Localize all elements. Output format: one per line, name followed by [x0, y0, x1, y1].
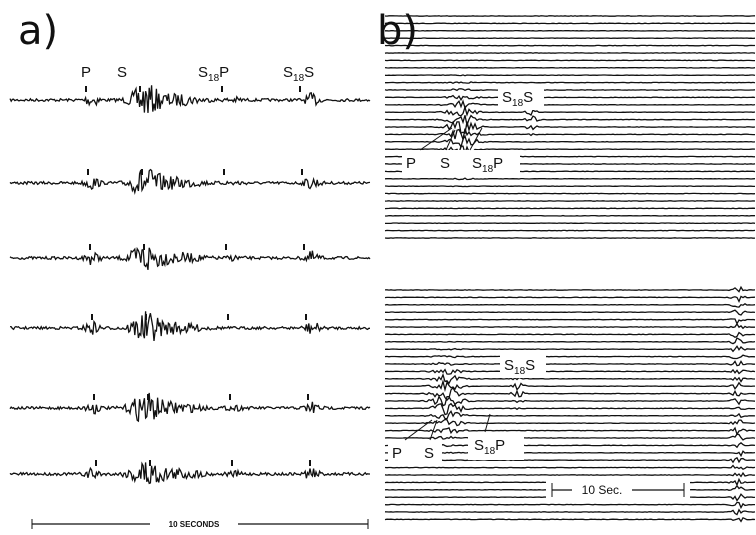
record-line: [385, 375, 755, 384]
record-line: [385, 434, 755, 440]
record-line: [385, 129, 755, 140]
seismogram-trace: [10, 462, 370, 483]
phase-label: S: [424, 445, 434, 462]
record-line: [385, 346, 755, 351]
scale-label: 10 Sec.: [582, 483, 623, 497]
record-line: [385, 355, 755, 358]
seismogram-trace: [10, 311, 370, 341]
phase-label: S: [117, 64, 127, 81]
record-line: [385, 324, 755, 328]
phase-label: S: [440, 155, 450, 172]
seismogram-trace: [10, 393, 370, 421]
record-line: [385, 319, 755, 324]
record-line: [385, 68, 755, 69]
seismogram-trace: [10, 248, 370, 270]
record-line: [385, 186, 755, 187]
record-line: [385, 296, 755, 301]
seismogram-trace: [10, 170, 370, 193]
record-line: [385, 420, 755, 426]
scale-bar: 10 SECONDS: [32, 519, 368, 529]
record-line: [385, 304, 755, 307]
record-line: [385, 518, 755, 522]
record-line: [385, 510, 755, 515]
record-line: [385, 404, 755, 415]
record-line: [385, 107, 755, 116]
phase-label: S18P: [198, 64, 229, 84]
record-line: [385, 201, 755, 202]
annotations: S18S P S S18P S18S P S S18P 10 Sec.: [388, 84, 690, 502]
record-line: [385, 466, 755, 470]
record-line: [385, 115, 755, 125]
record-line: [385, 473, 755, 476]
record-line: [385, 101, 755, 108]
scale-label: 10 SECONDS: [169, 520, 220, 529]
record-line: [385, 428, 755, 434]
record-line: [385, 310, 755, 315]
record-line: [385, 338, 755, 344]
record-line: [385, 89, 755, 91]
phase-label: P: [406, 155, 416, 172]
record-line: [385, 361, 755, 365]
record-line: [385, 96, 755, 100]
record-line: [385, 287, 755, 291]
record-line: [385, 82, 755, 83]
record-line: [385, 178, 755, 180]
seismogram-trace: [10, 85, 370, 113]
record-line: [385, 60, 755, 61]
figure: a) b) P S S18P S18S 10 SECONDS S18S P S …: [0, 0, 756, 535]
phase-label: P: [392, 445, 402, 462]
record-line: [385, 370, 755, 375]
record-line: [385, 136, 755, 147]
panel-label: a): [18, 8, 58, 54]
phase-label: P: [81, 64, 91, 81]
record-line: [385, 382, 755, 390]
record-line: [385, 75, 755, 76]
record-line: [385, 333, 755, 338]
record-line: [385, 411, 755, 418]
record-line: [385, 122, 755, 134]
record-line: [385, 193, 755, 194]
record-line: [385, 502, 755, 507]
phase-label: S18S: [283, 64, 314, 84]
